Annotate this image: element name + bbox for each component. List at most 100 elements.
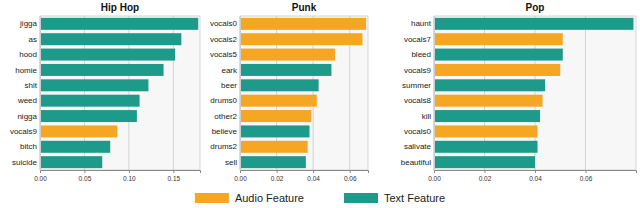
- category-label: jigga: [19, 19, 37, 28]
- bar: [434, 49, 563, 61]
- tick-mark: [173, 170, 174, 173]
- tick: drums2: [210, 142, 240, 151]
- panel-title: Hip Hop: [101, 2, 139, 13]
- bar: [40, 79, 148, 91]
- panel-title: Punk: [292, 2, 317, 13]
- category-label: shit: [25, 81, 38, 90]
- tick-label: 0.05: [79, 175, 92, 182]
- category-label: weed: [17, 96, 37, 105]
- tick: vocals9: [404, 66, 434, 75]
- axis-line: [435, 171, 637, 174]
- axis-line: [240, 17, 241, 171]
- tick-label: 0.04: [307, 175, 320, 182]
- category-label: vocals9: [10, 127, 38, 136]
- grid: [434, 16, 586, 170]
- tick-mark: [129, 170, 130, 173]
- legend-item: Audio Feature: [195, 192, 304, 204]
- tick: 0.06: [580, 170, 593, 182]
- panel: 0.00 0.02 0.04 0.06 haunt vocals7 bleed vocals9…: [401, 2, 637, 182]
- bar: [40, 110, 137, 122]
- bar: [40, 33, 181, 45]
- bar: [434, 110, 540, 122]
- tick: beer: [221, 81, 240, 90]
- category-label: drums2: [210, 142, 237, 151]
- y-axis: hauntvocals7bleedvocals9summervocals8kil…: [401, 17, 435, 171]
- category-label: homie: [15, 66, 37, 75]
- tick: 0.00: [234, 170, 247, 182]
- axis-line: [40, 17, 41, 171]
- tick-label: 0.02: [271, 175, 284, 182]
- bar: [240, 125, 309, 137]
- bar: [240, 79, 319, 91]
- bar: [434, 79, 545, 91]
- axis-line: [434, 17, 435, 171]
- tick: haunt: [411, 19, 434, 28]
- tick-label: 0.02: [479, 175, 492, 182]
- bar: [240, 33, 363, 45]
- category-label: believe: [212, 127, 238, 136]
- category-label: vocals8: [404, 96, 432, 105]
- category-label: eark: [221, 66, 238, 75]
- legend-swatch: [344, 193, 378, 203]
- bar: [434, 125, 538, 137]
- category-label: other2: [214, 112, 237, 121]
- tick: sell: [225, 158, 240, 167]
- bars: [434, 18, 633, 168]
- tick-mark: [313, 170, 314, 173]
- bars: [40, 18, 198, 168]
- tick: eark: [221, 66, 240, 75]
- tick: vocals0: [210, 19, 240, 28]
- category-label: sell: [225, 158, 237, 167]
- tick-mark: [277, 170, 278, 173]
- tick-label: 0.10: [123, 175, 136, 182]
- tick-label: 0.00: [428, 175, 441, 182]
- legend-item: Text Feature: [344, 192, 445, 204]
- tick: 0.00: [34, 170, 47, 182]
- bar: [434, 95, 543, 107]
- panel-title: Pop: [526, 2, 545, 13]
- panel: 0.000.050.100.15jiggaashoodhomieshitweed…: [10, 2, 201, 182]
- category-label: vocals7: [404, 35, 432, 44]
- tick: hood: [19, 50, 40, 59]
- tick: 0.04: [307, 170, 320, 182]
- panel: 0.00 0.02 0.04 0.06 vocals0 vocals2 vocals5 ear…: [210, 2, 369, 182]
- tick-mark: [350, 170, 351, 173]
- tick: summer: [402, 81, 434, 90]
- y-axis: jiggaashoodhomieshitweedniggavocals9bitc…: [10, 17, 41, 171]
- tick-mark: [535, 170, 536, 173]
- bar: [40, 64, 164, 76]
- bar: [40, 156, 102, 168]
- category-label: nigga: [17, 112, 37, 121]
- bar: [40, 18, 198, 30]
- tick: bleed: [411, 50, 434, 59]
- category-label: salivate: [404, 142, 432, 151]
- tick: vocals5: [210, 50, 240, 59]
- tick-label: 0.06: [580, 175, 593, 182]
- legend: Audio Feature Text Feature: [195, 192, 445, 204]
- legend-label: Audio Feature: [235, 192, 304, 204]
- tick: drums0: [210, 96, 240, 105]
- bar: [40, 95, 140, 107]
- bar: [40, 125, 117, 137]
- tick: 0.06: [344, 170, 357, 182]
- category-label: summer: [402, 81, 431, 90]
- bars: [240, 18, 366, 168]
- grid-line: [240, 16, 241, 170]
- tick: as: [29, 35, 40, 44]
- tick-mark: [485, 170, 486, 173]
- tick: believe: [212, 127, 240, 136]
- bar: [434, 18, 633, 30]
- category-label: as: [29, 35, 37, 44]
- tick-label: 0.04: [529, 175, 542, 182]
- tick: 0.10: [123, 170, 136, 182]
- tick: vocals7: [404, 35, 434, 44]
- bar: [240, 18, 366, 30]
- tick: suicide: [12, 158, 40, 167]
- figure: 0.000.050.100.15jiggaashoodhomieshitweed…: [0, 0, 640, 208]
- legend-swatch: [195, 193, 229, 203]
- bar: [434, 64, 560, 76]
- bar: [40, 49, 175, 61]
- x-axis: 0.000.050.100.15: [34, 170, 200, 182]
- category-label: vocals2: [210, 35, 238, 44]
- tick-label: 0.06: [344, 175, 357, 182]
